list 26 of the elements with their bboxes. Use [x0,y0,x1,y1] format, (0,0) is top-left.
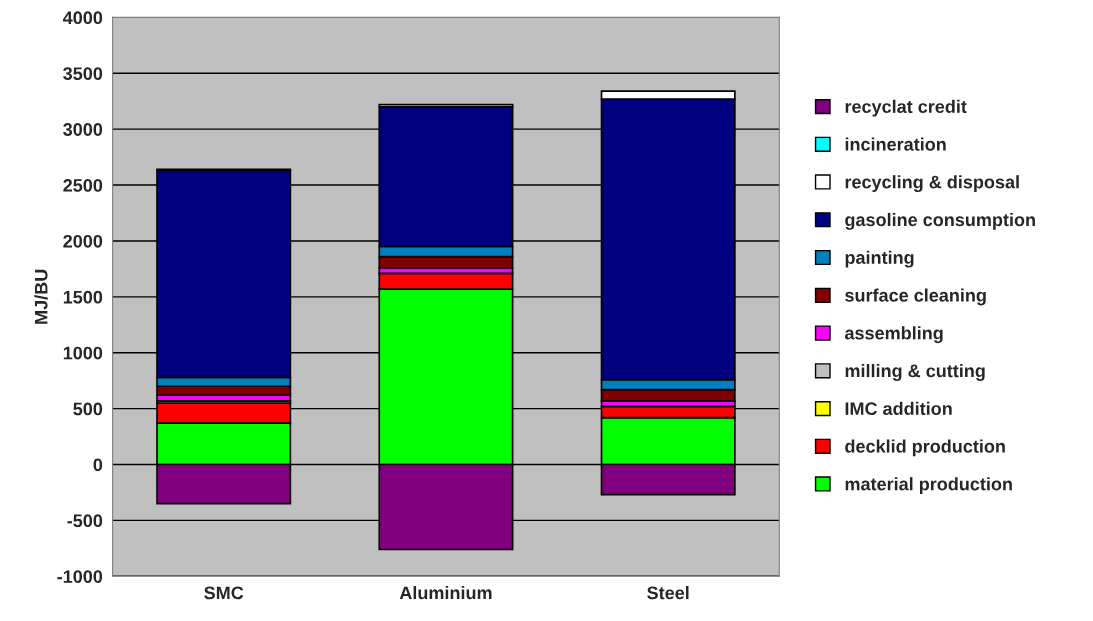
legend-label: recycling & disposal [845,175,1019,193]
y-tick-label: -500 [67,514,103,528]
y-tick-label: 3000 [63,123,103,136]
y-tick-label: 2000 [63,234,103,248]
y-tick-label: -1000 [57,570,103,584]
legend-label: incineration [845,137,946,151]
legend-label: surface cleaning [845,288,986,306]
y-tick-label: 2500 [63,178,103,192]
y-tick-label: 1000 [63,346,103,360]
legend-label: milling & cutting [845,364,985,381]
x-tick-label: Steel [647,586,689,600]
y-tick-label: 0 [93,458,103,472]
y-tick-label: 500 [73,402,103,416]
y-axis-title: MJ/BU [34,269,48,324]
legend-label: material production [845,477,1012,494]
legend-label: assembling [844,326,943,344]
legend-label: gasoline consumption [845,212,1035,230]
legend-label: decklid production [845,439,1005,457]
y-tick-label: 1500 [63,290,103,304]
y-tick-label: 3500 [63,67,103,81]
x-tick-label: SMC [204,586,244,600]
y-tick-label: 4000 [62,11,103,25]
legend-label: painting [845,250,914,268]
legend-label: IMC addition [845,401,952,416]
x-tick-label: Aluminium [399,586,492,600]
legend-label: recyclat credit [845,99,967,117]
